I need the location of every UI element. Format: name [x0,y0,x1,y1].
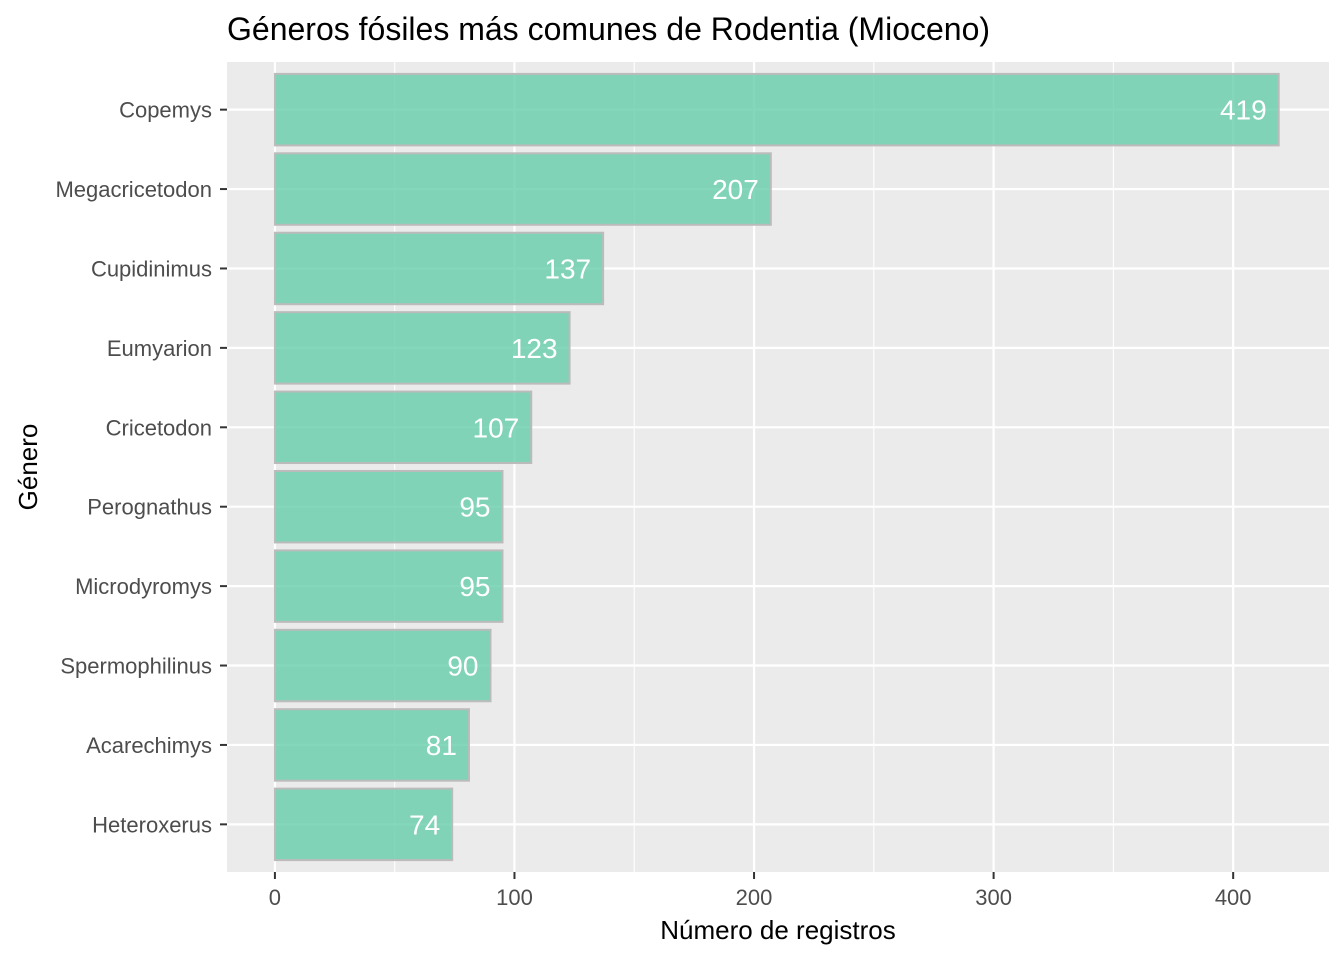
x-tick-label: 400 [1215,885,1252,910]
x-axis: 0 100 200 300 400 [269,872,1252,910]
y-tick-label: Heteroxerus [92,812,212,837]
y-tick-label: Megacricetodon [55,177,212,202]
bar [273,152,772,226]
y-tick-label: Acarechimys [86,733,212,758]
y-tick-label: Cupidinimus [91,256,212,281]
bar-value-label: 207 [712,174,759,205]
x-axis-title: Número de registros [660,915,896,945]
y-axis: Copemys Megacricetodon Cupidinimus Eumyario… [55,98,227,837]
bar-value-label: 95 [459,492,490,523]
bar-value-label: 95 [459,571,490,602]
bar [273,628,492,703]
bar [273,469,504,544]
x-tick-label: 300 [975,885,1012,910]
bar-value-label: 107 [473,412,520,443]
bar [273,72,1280,147]
y-tick-label: Cricetodon [106,415,212,440]
y-axis-title: Género [13,424,43,511]
bar-value-label: 81 [426,730,457,761]
bar [273,549,504,623]
bar-value-label: 419 [1220,95,1267,126]
x-tick-label: 0 [269,885,281,910]
bar [273,708,470,782]
y-tick-label: Copemys [119,98,212,123]
bar-value-label: 90 [447,651,478,682]
data-labels: 419 207 137 123 107 95 95 90 81 74 [409,95,1267,841]
x-tick-label: 200 [736,885,773,910]
bar-value-label: 123 [511,333,558,364]
y-tick-label: Microdyromys [75,574,212,599]
bar [273,390,533,465]
chart-title: Géneros fósiles más comunes de Rodentia … [227,11,990,47]
y-tick-label: Spermophilinus [60,654,212,679]
y-tick-label: Perognathus [87,495,212,520]
bar-value-label: 74 [409,809,440,840]
bar-value-label: 137 [544,253,591,284]
bar [273,311,571,385]
bars [273,72,1280,862]
bar [273,231,605,306]
bar [273,787,454,862]
x-tick-label: 100 [496,885,533,910]
y-tick-label: Eumyarion [107,336,212,361]
